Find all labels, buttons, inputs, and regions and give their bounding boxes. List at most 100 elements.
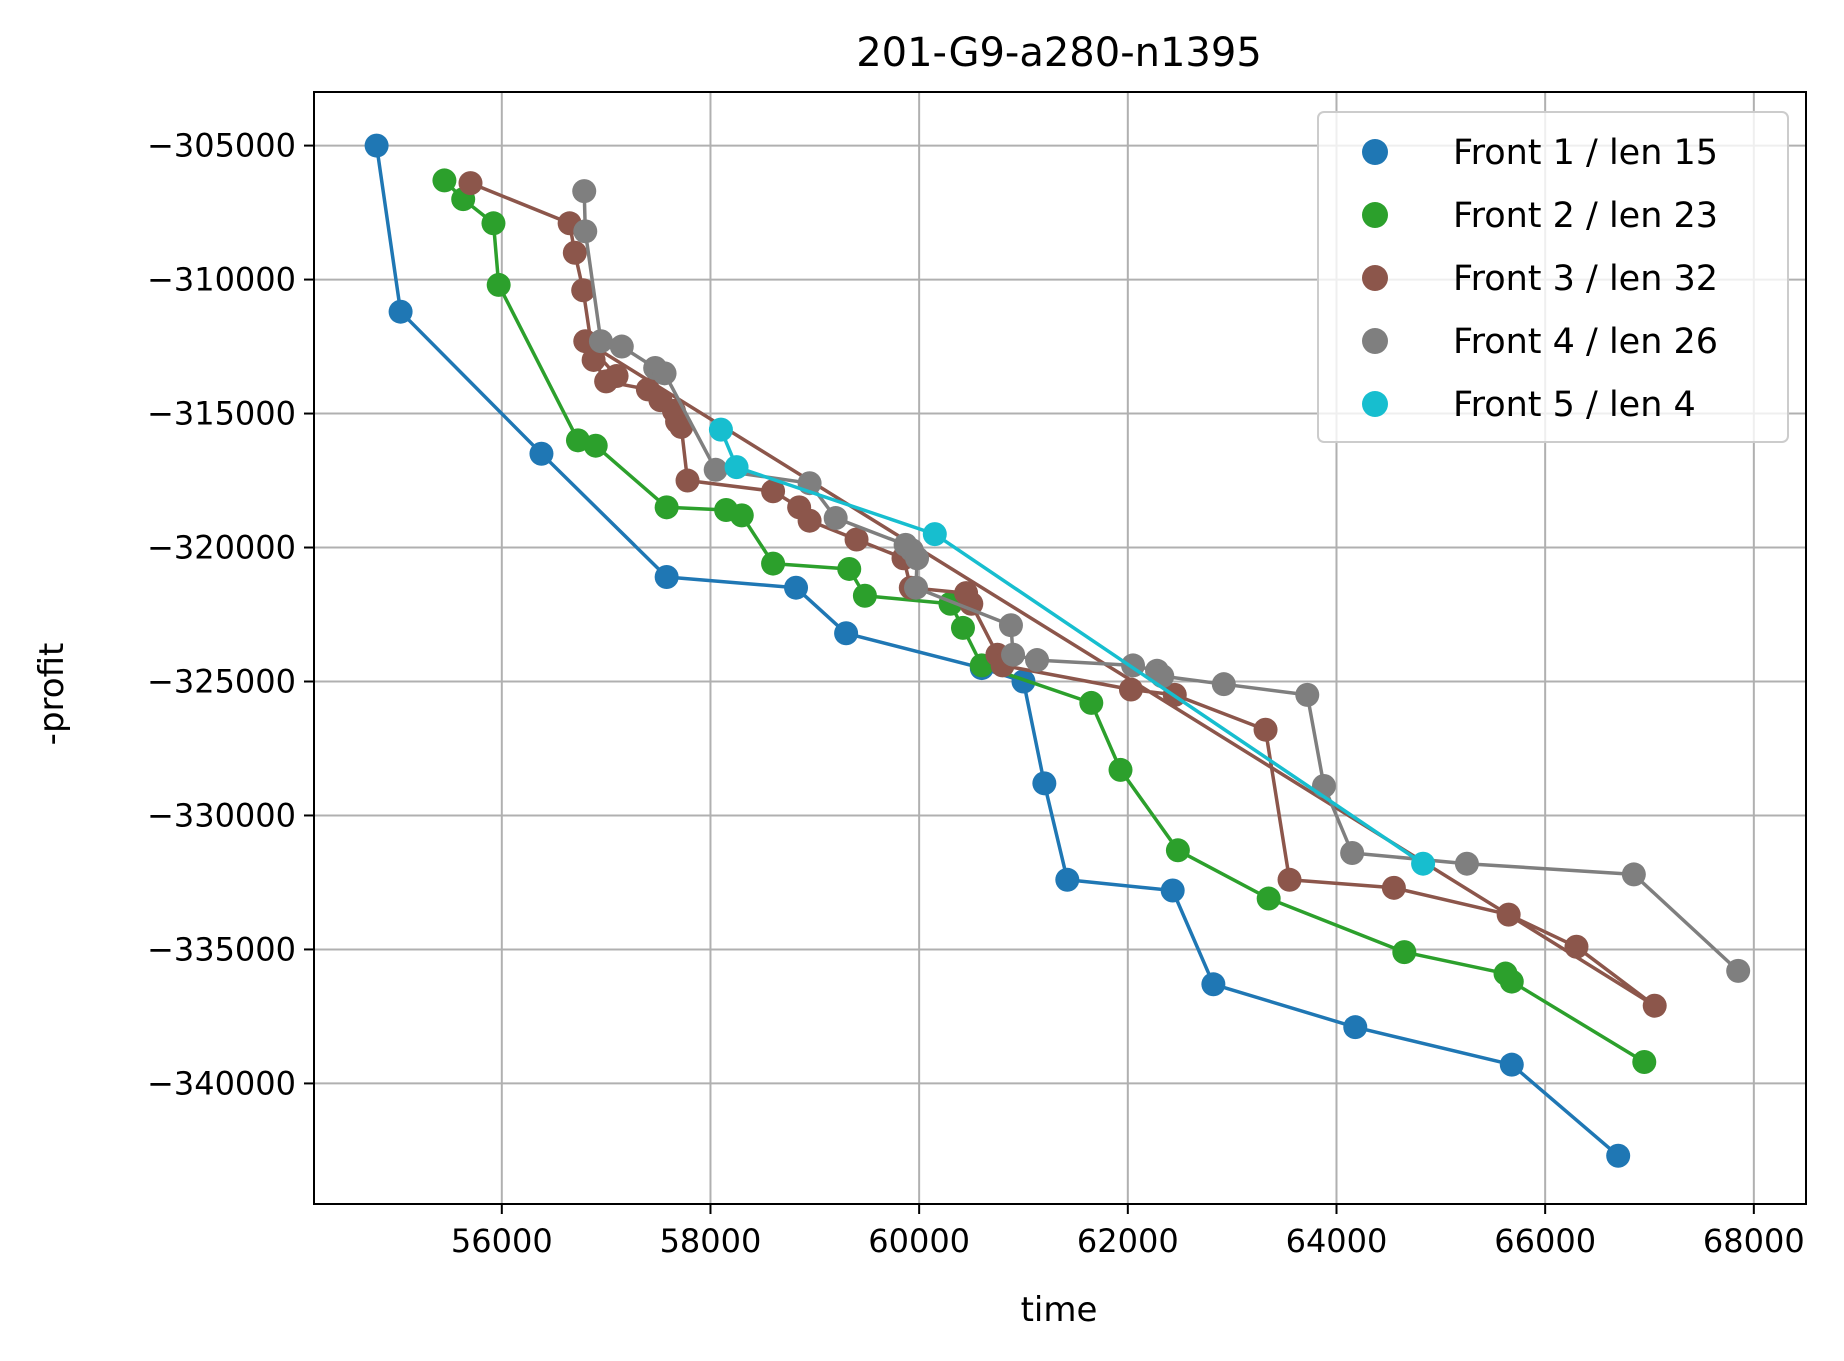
- chart-title: 201-G9-a280-n1395: [856, 30, 1262, 76]
- data-point: [1165, 838, 1190, 863]
- data-point: [1499, 1052, 1524, 1077]
- y-tick-label: −305000: [147, 127, 296, 165]
- data-point: [1201, 972, 1226, 997]
- data-point: [1311, 773, 1336, 798]
- data-point: [581, 347, 606, 372]
- series-5: [708, 417, 1436, 876]
- data-point: [1079, 690, 1104, 715]
- data-point: [1108, 757, 1133, 782]
- data-point: [588, 329, 613, 354]
- data-point: [844, 527, 869, 552]
- x-axis-label: time: [1021, 1290, 1098, 1330]
- series-3: [458, 171, 1667, 1018]
- y-tick-label: −320000: [147, 529, 296, 567]
- data-point: [1277, 867, 1302, 892]
- data-point: [784, 575, 809, 600]
- data-point: [486, 272, 511, 297]
- data-point: [1340, 840, 1365, 865]
- legend-marker: [1362, 202, 1388, 228]
- data-point: [729, 503, 754, 528]
- legend-box: [1317, 111, 1789, 443]
- data-point: [1150, 664, 1175, 689]
- data-point: [1253, 717, 1278, 742]
- data-point: [1256, 886, 1281, 911]
- data-point: [1343, 1015, 1368, 1040]
- data-point: [529, 441, 554, 466]
- data-point: [675, 468, 700, 493]
- x-tick-label: 66000: [1494, 1222, 1596, 1260]
- data-point: [1160, 878, 1185, 903]
- legend-item: Front 1 / len 15: [1362, 133, 1718, 173]
- legend-item: Front 2 / len 23: [1362, 196, 1718, 236]
- legend-marker: [1362, 328, 1388, 354]
- y-tick-label: −340000: [147, 1064, 296, 1102]
- y-tick-label: −330000: [147, 796, 296, 834]
- data-point: [1411, 851, 1436, 876]
- x-tick-label: 58000: [660, 1222, 762, 1260]
- data-point: [654, 495, 679, 520]
- data-point: [998, 613, 1023, 638]
- legend-marker: [1362, 265, 1388, 291]
- data-point: [572, 179, 597, 204]
- y-tick-label: −325000: [147, 662, 296, 700]
- data-point: [609, 334, 634, 359]
- data-point: [604, 364, 629, 389]
- series-layer: [364, 133, 1751, 1168]
- data-point: [1632, 1049, 1657, 1074]
- data-point: [1496, 902, 1521, 927]
- data-point: [1642, 993, 1667, 1018]
- data-point: [562, 240, 587, 265]
- legend-label: Front 4 / len 26: [1453, 322, 1718, 362]
- data-point: [573, 219, 598, 244]
- y-tick-label: −335000: [147, 930, 296, 968]
- data-point: [797, 508, 822, 533]
- data-point: [1055, 867, 1080, 892]
- data-point: [959, 591, 984, 616]
- data-point: [1025, 648, 1050, 673]
- series-5-line: [719, 428, 1425, 866]
- legend-label: Front 1 / len 15: [1453, 133, 1718, 173]
- data-point: [1001, 642, 1026, 667]
- data-point: [652, 361, 677, 386]
- data-point: [1606, 1143, 1631, 1168]
- data-point: [571, 278, 596, 303]
- data-point: [1564, 934, 1589, 959]
- data-point: [364, 133, 389, 158]
- data-point: [837, 556, 862, 581]
- data-point: [1381, 875, 1406, 900]
- x-tick-label: 60000: [868, 1222, 970, 1260]
- data-point: [761, 479, 786, 504]
- y-axis-ticks: −305000 −310000 −315000 −320000 −325000 −3300…: [147, 127, 314, 1102]
- legend-label: Front 2 / len 23: [1453, 196, 1718, 236]
- series-2: [432, 168, 1657, 1074]
- y-tick-label: −315000: [147, 395, 296, 433]
- x-axis-ticks: 56000 58000 60000 62000 64000 66000 68000: [451, 1204, 1805, 1260]
- data-point: [481, 211, 506, 236]
- legend-item: Front 5 / len 4: [1362, 385, 1696, 425]
- data-point: [669, 414, 694, 439]
- data-point: [1211, 672, 1236, 697]
- y-axis-label: -profit: [32, 643, 72, 746]
- data-point: [761, 551, 786, 576]
- legend-label: Front 3 / len 32: [1453, 259, 1718, 299]
- data-point: [905, 546, 930, 571]
- data-point: [1118, 677, 1143, 702]
- data-point: [1032, 771, 1057, 796]
- data-point: [724, 455, 749, 480]
- legend-item: Front 3 / len 32: [1362, 259, 1718, 299]
- y-tick-label: −310000: [147, 261, 296, 299]
- data-point: [950, 615, 975, 640]
- data-point: [823, 506, 848, 531]
- data-point: [1499, 969, 1524, 994]
- legend: Front 1 / len 15 Front 2 / len 23 Front 3 …: [1317, 111, 1789, 443]
- series-4: [572, 179, 1751, 983]
- data-point: [1726, 958, 1751, 983]
- data-point: [1295, 682, 1320, 707]
- data-point: [852, 583, 877, 608]
- data-point: [583, 433, 608, 458]
- data-point: [388, 299, 413, 324]
- data-point: [834, 621, 859, 646]
- x-tick-label: 68000: [1703, 1222, 1805, 1260]
- data-point: [1392, 940, 1417, 965]
